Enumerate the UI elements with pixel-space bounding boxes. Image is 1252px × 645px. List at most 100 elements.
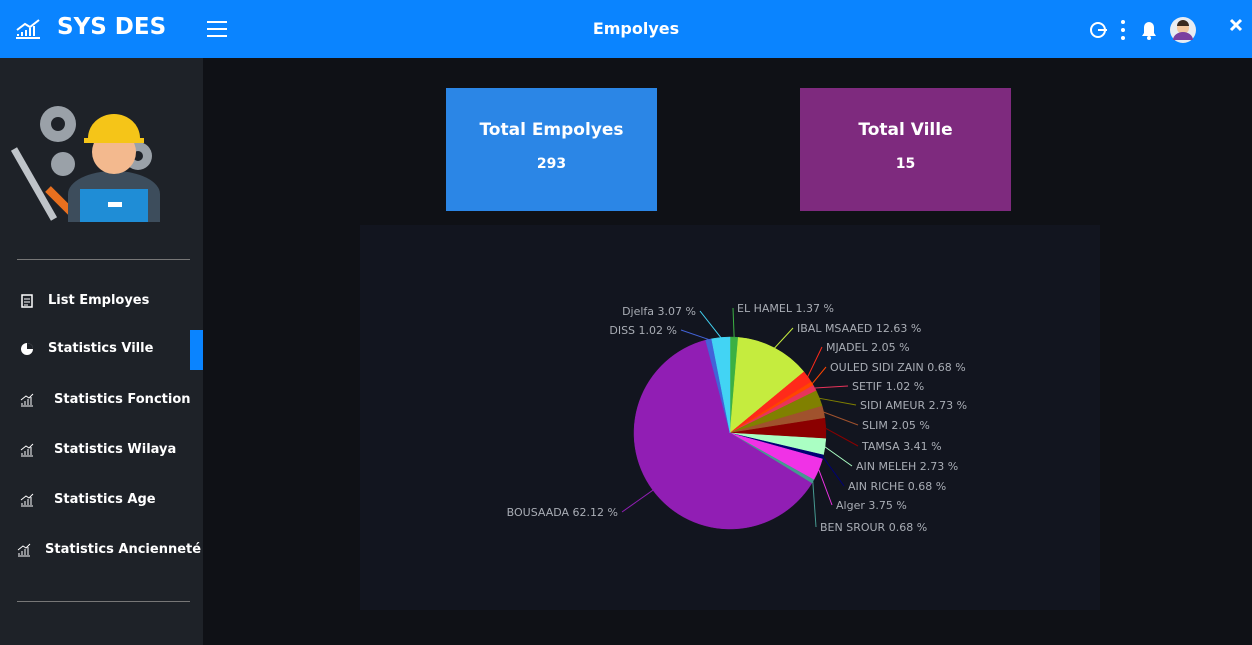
slice-label: BEN SROUR 0.68 % [820, 521, 927, 534]
logo-icon [16, 19, 40, 39]
top-bar: SYS DES Empolyes [0, 0, 1252, 58]
slice-label: DISS 1.02 % [609, 324, 677, 337]
leader-line [812, 481, 817, 528]
pie-slice [711, 336, 731, 434]
slice-category: BEN SROUR [820, 521, 886, 534]
slice-category: AIN MELEH [856, 460, 916, 473]
slice-category: SLIM [862, 419, 888, 432]
menu-item[interactable]: Statistics Wilaya [20, 442, 176, 457]
leader-line [824, 446, 853, 467]
slice-category: BOUSAADA [507, 506, 570, 519]
slice-value: 62.12 % [573, 506, 618, 519]
slice-value: 2.05 % [871, 341, 909, 354]
slice-value: 2.73 % [920, 460, 958, 473]
slice-category: DISS [609, 324, 635, 337]
header-icons[interactable] [1088, 16, 1248, 46]
leader-line [807, 346, 823, 377]
slice-value: 0.68 % [889, 521, 927, 534]
slice-value: 1.37 % [795, 302, 833, 315]
menu-label: Statistics Age [54, 492, 156, 507]
card-title: Total Ville [858, 120, 953, 140]
divider [17, 601, 190, 602]
slice-label: Djelfa 3.07 % [622, 305, 696, 318]
slice-category: SIDI AMEUR [860, 399, 925, 412]
menu-item[interactable]: Statistics Ancienneté [17, 542, 201, 557]
slice-value: 1.02 % [639, 324, 677, 337]
slice-label: TAMSA 3.41 % [861, 440, 942, 453]
menu-item[interactable]: Statistics Fonction [20, 392, 191, 407]
leader-line [732, 307, 735, 338]
menu-icon [21, 342, 33, 355]
menu-toggle[interactable] [207, 20, 227, 38]
menu-icon [20, 443, 34, 456]
card-value: 15 [895, 156, 916, 172]
slice-label: BOUSAADA 62.12 % [507, 506, 618, 519]
menu-icon [21, 293, 33, 308]
pie-slice [729, 337, 805, 434]
slice-label: IBAL MSAAED 12.63 % [797, 322, 921, 335]
slice-value: 2.73 % [929, 399, 967, 412]
slice-value: 1.02 % [886, 380, 924, 393]
slice-label: AIN MELEH 2.73 % [856, 460, 958, 473]
logo-text: SYS DES [57, 14, 167, 40]
slice-label: OULED SIDI ZAIN 0.68 % [830, 361, 966, 374]
leader-line [699, 310, 722, 338]
leader-line [825, 427, 859, 447]
slice-category: MJADEL [826, 341, 868, 354]
slice-category: OULED SIDI ZAIN [830, 361, 924, 374]
slice-category: EL HAMEL [737, 302, 793, 315]
slice-label: AIN RICHE 0.68 % [848, 480, 946, 493]
menu-label: Statistics Ville [48, 341, 154, 356]
leader-line [680, 329, 709, 340]
leader-line [814, 385, 849, 389]
menu-icon [20, 493, 34, 506]
card-value: 293 [536, 156, 567, 172]
leader-line [819, 397, 857, 406]
menu-item[interactable]: Statistics Ville [20, 341, 153, 356]
slice-value: 0.68 % [927, 361, 965, 374]
leader-line [823, 411, 859, 426]
menu-label: Statistics Fonction [54, 392, 191, 407]
slice-category: TAMSA [861, 440, 900, 453]
slice-label: MJADEL 2.05 % [826, 341, 910, 354]
leader-line [822, 456, 845, 487]
leader-line [811, 366, 827, 384]
slice-value: 12.63 % [876, 322, 921, 335]
menu-label: Statistics Wilaya [54, 442, 177, 457]
chart-panel: EL HAMEL 1.37 % IBAL MSAAED 12.63 % MJADEL… [360, 225, 1100, 610]
divider [17, 259, 190, 260]
leader-line [621, 489, 654, 513]
slice-value: 0.68 % [908, 480, 946, 493]
leader-line [774, 327, 794, 349]
slice-label: SLIM 2.05 % [862, 419, 930, 432]
slice-label: EL HAMEL 1.37 % [737, 302, 834, 315]
slice-label: SETIF 1.02 % [852, 380, 924, 393]
slice-category: AIN RICHE [848, 480, 904, 493]
page-title: Empolyes [592, 19, 680, 38]
slice-value: 3.75 % [868, 499, 906, 512]
menu-label: List Employes [48, 293, 150, 308]
slice-label: SIDI AMEUR 2.73 % [860, 399, 967, 412]
menu-item[interactable]: List Employes [20, 293, 149, 308]
leader-line [818, 469, 833, 506]
slice-value: 3.07 % [658, 305, 696, 318]
chart: EL HAMEL 1.37 % IBAL MSAAED 12.63 % MJADEL… [507, 302, 967, 534]
menu-icon [17, 543, 31, 556]
slice-label: Alger 3.75 % [836, 499, 907, 512]
slice-value: 2.05 % [891, 419, 929, 432]
menu-icon [20, 393, 34, 406]
slice-category: SETIF [852, 380, 882, 393]
slice-category: Djelfa [622, 305, 654, 318]
card-title: Total Empolyes [479, 120, 624, 140]
menu-item[interactable]: Statistics Age [20, 492, 156, 507]
sidebar: List Employes Statistics Ville Statistics … [0, 58, 203, 645]
slice-value: 3.41 % [903, 440, 941, 453]
active-indicator [190, 330, 203, 370]
slice-category: IBAL MSAAED [797, 322, 872, 335]
stat-card: Total Empolyes 293 [446, 88, 657, 211]
stat-card: Total Ville 15 [800, 88, 1011, 211]
menu-label: Statistics Ancienneté [45, 542, 202, 557]
slice-category: Alger [836, 499, 865, 512]
avatar-illustration [10, 106, 160, 222]
